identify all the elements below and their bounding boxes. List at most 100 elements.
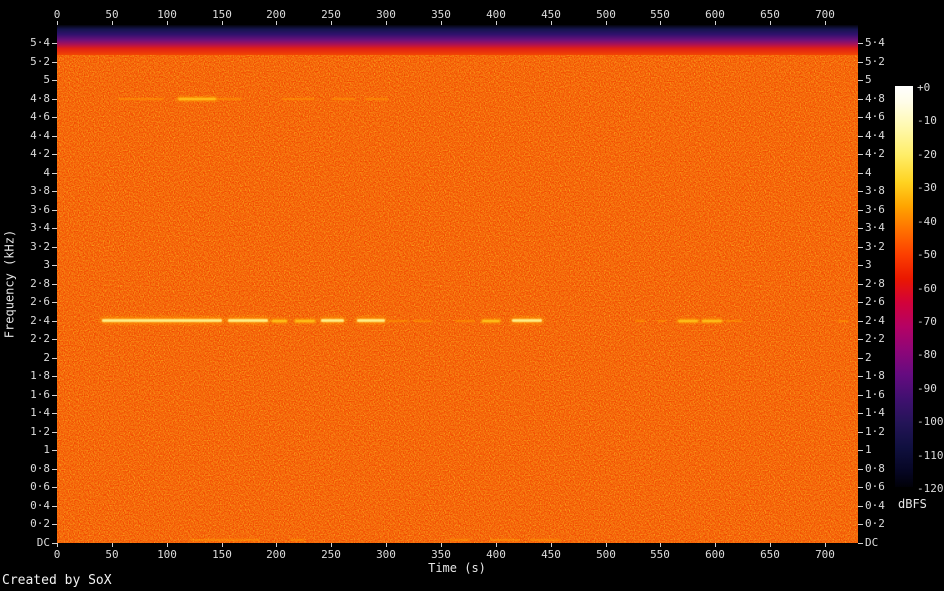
tone-segment-2.4khz	[295, 319, 315, 322]
x-axis-tick-top	[715, 21, 716, 25]
x-axis-tick-bottom	[222, 543, 223, 547]
y-axis-tick-label-right: 1	[865, 443, 872, 456]
plot-area	[57, 25, 858, 543]
x-axis-tick-bottom	[606, 543, 607, 547]
x-axis-tick-bottom	[386, 543, 387, 547]
y-axis-tick-label-left: 3·2	[30, 240, 50, 253]
x-axis-tick-label-top: 650	[760, 8, 780, 21]
x-axis-tick-label-top: 0	[53, 8, 61, 21]
y-axis-tick-left	[52, 543, 57, 544]
y-axis-tick-label-right: 3	[865, 258, 872, 271]
y-axis-tick-label-left: 5·2	[30, 55, 50, 68]
x-axis-tick-label-top: 400	[486, 8, 506, 21]
y-axis-tick-right	[858, 358, 863, 359]
colorbar-tick-label: -80	[917, 348, 937, 361]
y-axis-tick-right	[858, 43, 863, 44]
y-axis-tick-label-right: 2·2	[865, 332, 885, 345]
x-axis-tick-label-bottom: 550	[650, 548, 670, 561]
y-axis-tick-label-left: 3·8	[30, 184, 50, 197]
credit-text: Created by SoX	[2, 573, 112, 588]
tone-segment-4.8khz	[118, 97, 165, 100]
y-axis-tick-left	[52, 302, 57, 303]
y-axis-tick-left	[52, 99, 57, 100]
y-axis-tick-left	[52, 43, 57, 44]
x-axis-tick-bottom	[57, 543, 58, 547]
colorbar-tick-label: -120	[917, 482, 944, 495]
tone-segment-0.03khz	[529, 539, 561, 542]
y-axis-tick-right	[858, 543, 863, 544]
tone-segment-2.4khz	[512, 319, 542, 323]
x-axis-tick-label-top: 700	[815, 8, 835, 21]
y-axis-tick-label-left: 0·2	[30, 517, 50, 530]
y-axis-tick-left	[52, 247, 57, 248]
y-axis-tick-label-right: 5·4	[865, 36, 885, 49]
x-axis-tick-top	[660, 21, 661, 25]
y-axis-tick-right	[858, 247, 863, 248]
y-axis-tick-label-right: 1·6	[865, 388, 885, 401]
x-axis-tick-label-bottom: 250	[321, 548, 341, 561]
y-axis-tick-right	[858, 228, 863, 229]
x-axis-tick-label-bottom: 300	[376, 548, 396, 561]
x-axis-tick-label-top: 550	[650, 8, 670, 21]
tone-segment-2.4khz	[272, 319, 288, 322]
y-axis-tick-label-left: 2·2	[30, 332, 50, 345]
x-axis-tick-bottom	[551, 543, 552, 547]
y-axis-tick-label-left: 4·6	[30, 110, 50, 123]
y-axis-tick-label-left: 4·8	[30, 92, 50, 105]
tone-segment-2.4khz	[102, 319, 222, 323]
x-axis-tick-label-top: 200	[266, 8, 286, 21]
y-axis-tick-label-left: 1·8	[30, 369, 50, 382]
y-axis-tick-label-right: 2·6	[865, 295, 885, 308]
y-axis-tick-label-left: 1·2	[30, 425, 50, 438]
x-axis-tick-label-top: 100	[157, 8, 177, 21]
colorbar-tick-label: -20	[917, 148, 937, 161]
y-axis-tick-label-right: 1·4	[865, 406, 885, 419]
y-axis-tick-label-left: 0·8	[30, 462, 50, 475]
y-axis-tick-left	[52, 432, 57, 433]
y-axis-tick-label-right: 1·2	[865, 425, 885, 438]
y-axis-tick-label-right: 2·4	[865, 314, 885, 327]
y-axis-tick-left	[52, 265, 57, 266]
x-axis-tick-bottom	[770, 543, 771, 547]
y-axis-tick-right	[858, 413, 863, 414]
x-axis-tick-label-bottom: 500	[596, 548, 616, 561]
tone-segment-2.4khz	[228, 319, 268, 323]
x-axis-tick-label-top: 450	[541, 8, 561, 21]
y-axis-tick-label-right: 0·4	[865, 499, 885, 512]
tone-segment-2.4khz	[455, 319, 476, 322]
y-axis-tick-label-right: 4	[865, 166, 872, 179]
y-axis-tick-label-right: 4·8	[865, 92, 885, 105]
y-axis-tick-right	[858, 136, 863, 137]
y-axis-tick-right	[858, 80, 863, 81]
y-axis-tick-left	[52, 339, 57, 340]
tone-segment-0.03khz	[189, 539, 260, 542]
y-axis-tick-label-right: 5·2	[865, 55, 885, 68]
x-axis-tick-bottom	[660, 543, 661, 547]
colorbar-tick-label: -40	[917, 215, 937, 228]
x-axis-tick-top	[276, 21, 277, 25]
y-axis-tick-label-left: 1·4	[30, 406, 50, 419]
x-axis-tick-bottom	[276, 543, 277, 547]
nyquist-rolloff-band	[57, 25, 858, 55]
tone-segment-2.4khz	[321, 319, 345, 323]
y-axis-tick-label-left: 3	[43, 258, 50, 271]
y-axis-tick-right	[858, 487, 863, 488]
tone-segment-2.4khz	[356, 319, 386, 323]
tone-segment-4.8khz	[365, 97, 389, 100]
y-axis-tick-left	[52, 487, 57, 488]
x-axis-tick-top	[496, 21, 497, 25]
y-axis-tick-left	[52, 395, 57, 396]
y-axis-tick-label-left: 5·4	[30, 36, 50, 49]
y-axis-tick-label-right: 1·8	[865, 369, 885, 382]
x-axis-tick-bottom	[441, 543, 442, 547]
x-axis-tick-label-bottom: 650	[760, 548, 780, 561]
y-axis-tick-label-left: 2·4	[30, 314, 50, 327]
x-axis-tick-top	[386, 21, 387, 25]
y-axis-tick-label-left: 0·4	[30, 499, 50, 512]
x-axis-tick-label-top: 500	[596, 8, 616, 21]
x-axis-tick-label-top: 600	[705, 8, 725, 21]
x-axis-tick-label-bottom: 0	[53, 548, 61, 561]
x-axis-tick-top	[770, 21, 771, 25]
y-axis-tick-label-right: 2·8	[865, 277, 885, 290]
x-axis-tick-top	[167, 21, 168, 25]
